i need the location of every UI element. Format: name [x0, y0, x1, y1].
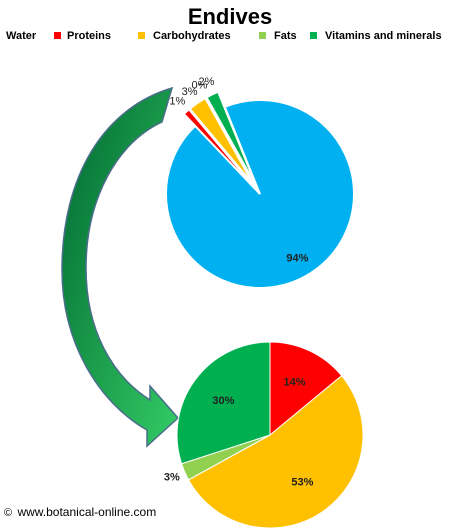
pie1-slice-water: [165, 99, 355, 289]
footer-credit: © www.botanical-online.com: [4, 505, 156, 519]
pie2-slice-carbohydrates: [187, 375, 364, 529]
pie2-slice-proteins: [269, 341, 343, 437]
legend-swatch-carbohydrates: [138, 32, 145, 39]
legend-label-fats: Fats: [274, 30, 297, 42]
pie1-slice-carbohydrates: [189, 98, 252, 182]
pie1-label-carbohydrates: 3%: [182, 86, 198, 98]
pie1-label-vitamins-and-minerals: 2%: [198, 76, 214, 88]
chart-title: Endives: [187, 4, 273, 29]
pie2-slice-vitamins-and-minerals: [176, 341, 271, 465]
legend-swatch-vitamins-minerals: [310, 32, 317, 39]
pie-chart-top: 94% 1%3%0%2%: [165, 76, 355, 289]
legend-label-vitamins-minerals: Vitamins and minerals: [325, 30, 442, 42]
pie2-label-fats: 3%: [164, 471, 180, 483]
legend-label-proteins: Proteins: [67, 30, 112, 42]
copyright-symbol: ©: [4, 507, 13, 519]
pie1-label-proteins: 1%: [169, 95, 185, 107]
curved-arrow-shape: [61, 86, 180, 448]
pie1-label-fats: 0%: [192, 80, 208, 92]
pie2-label-proteins: 14%: [284, 377, 306, 389]
pie2-label-carbohydrates: 53%: [291, 477, 313, 489]
legend-swatch-fats: [259, 32, 266, 39]
legend-label-carbohydrates: Carbohydrates: [153, 30, 231, 42]
pie1-slice-proteins: [183, 109, 250, 183]
pie1-label-water: 94%: [286, 253, 308, 265]
pie2-label-vitamins-and-minerals: 30%: [212, 395, 234, 407]
legend-swatch-proteins: [54, 32, 61, 39]
curved-arrow-icon: [61, 86, 180, 448]
pie1-slice-vitamins-and-minerals: [206, 91, 254, 180]
legend-label-water: Water: [6, 30, 37, 42]
pie-chart-bottom: 14% 53% 3% 30%: [164, 341, 364, 529]
footer-site: www.botanical-online.com: [17, 505, 157, 519]
